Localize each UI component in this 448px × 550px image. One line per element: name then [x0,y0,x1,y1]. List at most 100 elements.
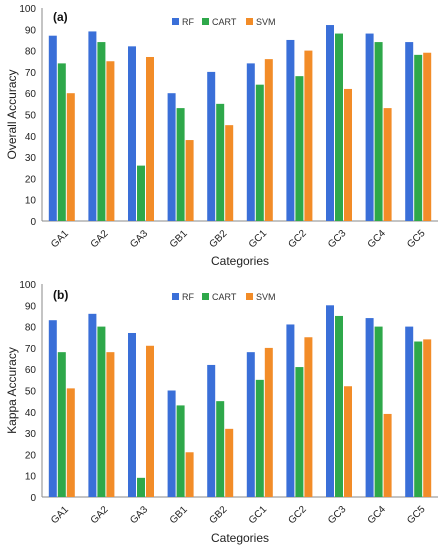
bar-svm-gb2 [225,428,234,497]
x-tick-label: GC2 [286,228,309,251]
x-axis-title: Categories [211,531,269,545]
bar-svm-ga1 [66,388,75,497]
bar-cart-ga1 [57,63,66,221]
panel-b-kappa-accuracy: 0 10 20 30 40 50 60 70 80 90 100 GA1 GA2 GA3 GB1 GB2 GC1… [5,280,438,545]
x-tick-label: GC3 [326,228,349,251]
legend-label-rf: RF [182,292,194,302]
y-tick-label: 100 [19,280,36,291]
y-tick-label: 40 [25,408,37,419]
y-tick-label: 10 [25,472,37,483]
y-tick-label: 100 [19,4,36,15]
bar-svm-gc2 [304,50,313,221]
x-tick-label: GC1 [247,504,270,527]
bar-svm-gc1 [264,347,273,497]
bar-cart-ga2 [97,326,106,497]
bar-rf-gc3 [326,25,334,222]
bar-cart-ga1 [57,352,66,497]
bar-rf-gc4 [365,318,374,497]
y-tick-label: 0 [30,217,36,228]
bar-svm-ga3 [146,56,154,221]
bar-cart-gb1 [176,405,185,497]
y-tick-label: 50 [25,111,37,122]
x-tick-label: GC3 [326,504,349,527]
y-tick-label: 60 [25,365,37,376]
y-tick-label: 30 [25,153,37,164]
y-tick-label: 30 [25,429,37,440]
x-tick-label: GC5 [405,504,428,527]
bar-cart-ga2 [97,42,106,221]
x-axis-title: Categories [211,254,269,268]
bar-svm-gc1 [264,59,273,222]
bar-rf-ga2 [88,31,97,222]
y-tick-label: 60 [25,89,37,100]
y-tick-label: 40 [25,132,37,143]
legend-label-svm: SVM [256,292,276,302]
y-axis-title: Overall Accuracy [5,69,19,159]
bar-cart-ga3 [137,165,145,221]
bar-svm-ga1 [66,93,75,221]
bar-rf-gc2 [286,324,295,497]
x-tick-label: GA3 [128,228,150,250]
bar-cart-gc4 [374,42,383,221]
legend-swatch-cart [202,18,209,25]
bar-cart-gc2 [295,367,304,497]
x-tick-label: GA2 [89,228,111,250]
x-tick-label: GC2 [286,504,309,527]
bar-svm-ga2 [106,352,115,497]
bar-svm-gc2 [304,337,313,497]
bar-cart-gc4 [374,326,383,497]
legend-label-cart: CART [212,17,237,27]
bar-svm-gc4 [383,108,392,221]
bar-rf-gc5 [405,326,414,497]
legend-swatch-rf [172,293,179,300]
bar-cart-gc1 [255,84,264,222]
legend-swatch-cart [202,293,209,300]
bar-rf-gc1 [246,352,255,497]
panel-label: (b) [53,288,68,302]
bar-svm-gb2 [225,125,234,221]
y-tick-label: 90 [25,25,37,36]
bar-cart-gc3 [335,33,343,222]
y-tick-label: 90 [25,301,37,312]
bar-rf-ga1 [48,35,57,221]
x-tick-label: GA2 [89,504,111,526]
bar-rf-gb1 [167,390,176,497]
y-tick-label: 80 [25,323,37,334]
bar-svm-gb1 [185,140,194,221]
bar-svm-gc5 [423,52,432,222]
bar-rf-ga3 [128,332,136,497]
y-tick-label: 70 [25,68,37,79]
bar-rf-gc5 [405,42,414,221]
bar-svm-ga2 [106,61,115,221]
bar-svm-gc5 [423,339,432,497]
bar-svm-gc3 [344,386,352,497]
x-tick-label: GA1 [49,504,71,526]
x-tick-label: GC4 [366,504,389,527]
bar-cart-gc2 [295,76,304,221]
x-tick-label: GA3 [128,504,150,526]
x-tick-label: GA1 [49,228,71,250]
bar-rf-gb1 [167,93,176,221]
legend-label-svm: SVM [256,17,276,27]
bar-rf-gb2 [207,364,216,497]
y-tick-label: 10 [25,196,37,207]
x-tick-label: GB1 [168,504,190,526]
bar-cart-gb2 [216,401,225,497]
y-tick-label: 50 [25,387,37,398]
y-tick-label: 70 [25,344,37,355]
panel-label: (a) [53,10,68,24]
x-tick-label: GB2 [207,228,229,250]
x-tick-label: GB1 [168,228,190,250]
y-tick-label: 0 [30,493,36,504]
bar-svm-gb1 [185,452,194,497]
bar-svm-gc3 [344,88,352,221]
bar-rf-ga1 [48,320,57,497]
bar-cart-gc3 [335,315,343,497]
legend-label-rf: RF [182,17,194,27]
bar-svm-gc4 [383,413,392,497]
panel-a-overall-accuracy: 0 10 20 30 40 50 60 70 80 90 100 GA1 GA2 GA3 GB1 GB2 GC1… [5,4,438,268]
legend-swatch-svm [246,293,253,300]
bar-rf-gc3 [326,305,334,497]
x-tick-label: GB2 [207,504,229,526]
